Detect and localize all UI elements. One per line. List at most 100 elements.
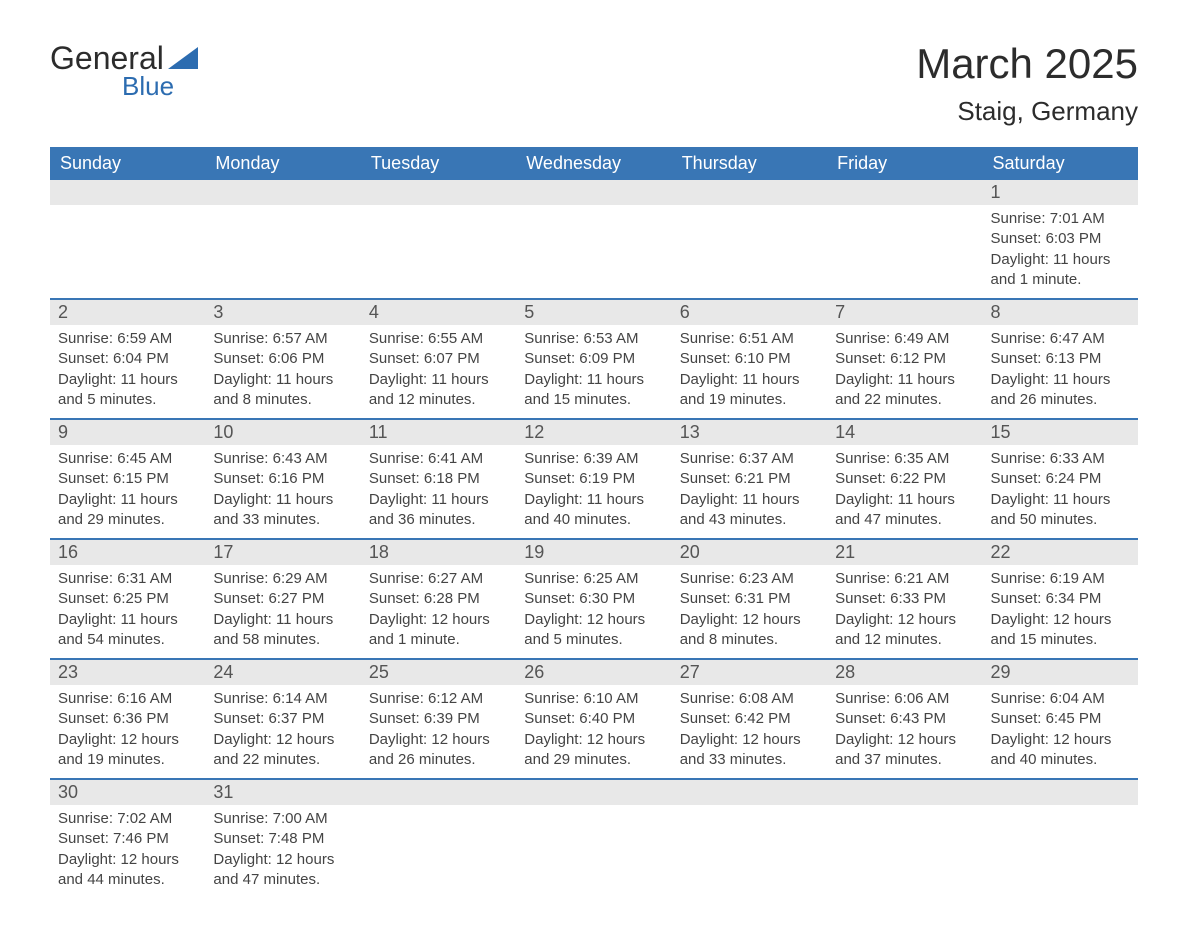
day-number: 16 [50, 540, 205, 565]
day-content-row: Sunrise: 6:45 AMSunset: 6:15 PMDaylight:… [50, 445, 1138, 538]
sunset-text: Sunset: 6:24 PM [991, 469, 1130, 489]
day-number [205, 180, 360, 205]
sunset-text: Sunset: 6:03 PM [991, 229, 1130, 249]
day-number: 22 [983, 540, 1138, 565]
daylight-text: Daylight: 12 hours and 37 minutes. [835, 730, 974, 771]
day-header: Saturday [983, 147, 1138, 180]
sunrise-text: Sunrise: 6:29 AM [213, 569, 352, 589]
day-number: 13 [672, 420, 827, 445]
day-content: Sunrise: 6:39 AMSunset: 6:19 PMDaylight:… [516, 445, 671, 538]
daylight-text: Daylight: 11 hours and 22 minutes. [835, 370, 974, 411]
sunrise-text: Sunrise: 6:59 AM [58, 329, 197, 349]
day-number: 6 [672, 300, 827, 325]
daylight-text: Daylight: 11 hours and 36 minutes. [369, 490, 508, 531]
day-content: Sunrise: 6:31 AMSunset: 6:25 PMDaylight:… [50, 565, 205, 658]
day-content [827, 205, 982, 298]
sunrise-text: Sunrise: 7:01 AM [991, 209, 1130, 229]
daylight-text: Daylight: 12 hours and 1 minute. [369, 610, 508, 651]
sunrise-text: Sunrise: 6:57 AM [213, 329, 352, 349]
day-content: Sunrise: 6:27 AMSunset: 6:28 PMDaylight:… [361, 565, 516, 658]
day-content [50, 205, 205, 298]
sunrise-text: Sunrise: 6:49 AM [835, 329, 974, 349]
day-number: 26 [516, 660, 671, 685]
daylight-text: Daylight: 12 hours and 33 minutes. [680, 730, 819, 771]
day-content: Sunrise: 6:06 AMSunset: 6:43 PMDaylight:… [827, 685, 982, 778]
day-content: Sunrise: 6:33 AMSunset: 6:24 PMDaylight:… [983, 445, 1138, 538]
day-number: 27 [672, 660, 827, 685]
day-content: Sunrise: 6:25 AMSunset: 6:30 PMDaylight:… [516, 565, 671, 658]
sunrise-text: Sunrise: 6:21 AM [835, 569, 974, 589]
sunset-text: Sunset: 6:27 PM [213, 589, 352, 609]
day-number: 1 [983, 180, 1138, 205]
day-number: 5 [516, 300, 671, 325]
sunrise-text: Sunrise: 6:27 AM [369, 569, 508, 589]
sunrise-text: Sunrise: 6:31 AM [58, 569, 197, 589]
sunset-text: Sunset: 6:19 PM [524, 469, 663, 489]
day-content-row: Sunrise: 6:59 AMSunset: 6:04 PMDaylight:… [50, 325, 1138, 418]
day-content: Sunrise: 6:35 AMSunset: 6:22 PMDaylight:… [827, 445, 982, 538]
sunrise-text: Sunrise: 7:02 AM [58, 809, 197, 829]
sunrise-text: Sunrise: 6:39 AM [524, 449, 663, 469]
weeks-container: 1Sunrise: 7:01 AMSunset: 6:03 PMDaylight… [50, 180, 1138, 898]
day-number [827, 780, 982, 805]
sunrise-text: Sunrise: 6:04 AM [991, 689, 1130, 709]
day-content: Sunrise: 6:53 AMSunset: 6:09 PMDaylight:… [516, 325, 671, 418]
daylight-text: Daylight: 12 hours and 15 minutes. [991, 610, 1130, 651]
daylight-text: Daylight: 12 hours and 26 minutes. [369, 730, 508, 771]
day-content: Sunrise: 6:29 AMSunset: 6:27 PMDaylight:… [205, 565, 360, 658]
sunrise-text: Sunrise: 6:25 AM [524, 569, 663, 589]
sunrise-text: Sunrise: 6:53 AM [524, 329, 663, 349]
sunset-text: Sunset: 6:39 PM [369, 709, 508, 729]
daylight-text: Daylight: 12 hours and 29 minutes. [524, 730, 663, 771]
daylight-text: Daylight: 11 hours and 50 minutes. [991, 490, 1130, 531]
day-content [205, 205, 360, 298]
daylight-text: Daylight: 12 hours and 8 minutes. [680, 610, 819, 651]
day-content: Sunrise: 6:51 AMSunset: 6:10 PMDaylight:… [672, 325, 827, 418]
day-number: 14 [827, 420, 982, 445]
day-number-row: 16171819202122 [50, 538, 1138, 565]
day-content: Sunrise: 7:00 AMSunset: 7:48 PMDaylight:… [205, 805, 360, 898]
daylight-text: Daylight: 11 hours and 19 minutes. [680, 370, 819, 411]
day-content: Sunrise: 6:45 AMSunset: 6:15 PMDaylight:… [50, 445, 205, 538]
day-number: 19 [516, 540, 671, 565]
sunrise-text: Sunrise: 6:14 AM [213, 689, 352, 709]
sunset-text: Sunset: 6:45 PM [991, 709, 1130, 729]
sunset-text: Sunset: 6:21 PM [680, 469, 819, 489]
day-content: Sunrise: 7:02 AMSunset: 7:46 PMDaylight:… [50, 805, 205, 898]
day-content: Sunrise: 6:21 AMSunset: 6:33 PMDaylight:… [827, 565, 982, 658]
sunset-text: Sunset: 6:13 PM [991, 349, 1130, 369]
day-header: Sunday [50, 147, 205, 180]
sunrise-text: Sunrise: 6:47 AM [991, 329, 1130, 349]
daylight-text: Daylight: 11 hours and 15 minutes. [524, 370, 663, 411]
day-number [516, 180, 671, 205]
day-content: Sunrise: 6:43 AMSunset: 6:16 PMDaylight:… [205, 445, 360, 538]
sunset-text: Sunset: 6:36 PM [58, 709, 197, 729]
day-content: Sunrise: 6:57 AMSunset: 6:06 PMDaylight:… [205, 325, 360, 418]
day-content: Sunrise: 6:10 AMSunset: 6:40 PMDaylight:… [516, 685, 671, 778]
sunset-text: Sunset: 6:15 PM [58, 469, 197, 489]
sunrise-text: Sunrise: 6:33 AM [991, 449, 1130, 469]
day-header: Tuesday [361, 147, 516, 180]
day-number: 28 [827, 660, 982, 685]
sunset-text: Sunset: 6:25 PM [58, 589, 197, 609]
day-content: Sunrise: 6:47 AMSunset: 6:13 PMDaylight:… [983, 325, 1138, 418]
sunset-text: Sunset: 6:16 PM [213, 469, 352, 489]
sunset-text: Sunset: 6:22 PM [835, 469, 974, 489]
day-number [672, 780, 827, 805]
day-number-row: 3031 [50, 778, 1138, 805]
daylight-text: Daylight: 11 hours and 40 minutes. [524, 490, 663, 531]
day-number [672, 180, 827, 205]
day-header: Friday [827, 147, 982, 180]
sunrise-text: Sunrise: 6:06 AM [835, 689, 974, 709]
day-number: 21 [827, 540, 982, 565]
sunrise-text: Sunrise: 6:41 AM [369, 449, 508, 469]
day-number: 23 [50, 660, 205, 685]
sunset-text: Sunset: 6:33 PM [835, 589, 974, 609]
daylight-text: Daylight: 11 hours and 12 minutes. [369, 370, 508, 411]
day-content: Sunrise: 7:01 AMSunset: 6:03 PMDaylight:… [983, 205, 1138, 298]
sunset-text: Sunset: 6:10 PM [680, 349, 819, 369]
day-headers-row: SundayMondayTuesdayWednesdayThursdayFrid… [50, 147, 1138, 180]
day-content: Sunrise: 6:49 AMSunset: 6:12 PMDaylight:… [827, 325, 982, 418]
day-content-row: Sunrise: 6:31 AMSunset: 6:25 PM Daylight:… [50, 565, 1138, 658]
day-number-row: 9101112131415 [50, 418, 1138, 445]
